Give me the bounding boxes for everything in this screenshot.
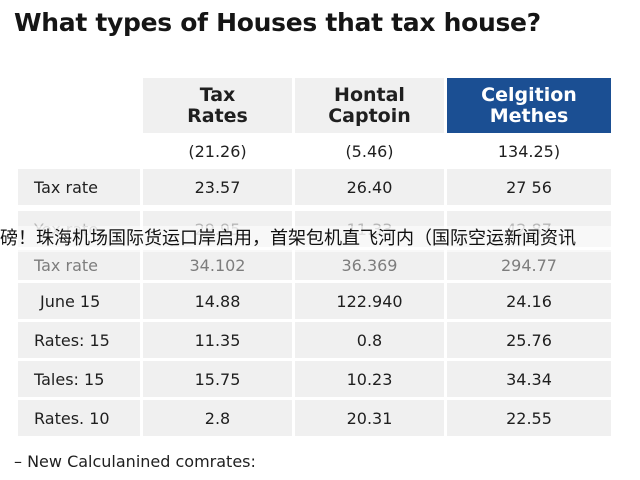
column-header-hontal-captoin: Hontal Captoin (295, 78, 444, 133)
news-ticker-overlay: 磅！珠海机场国际货运口岸启用，首架包机直飞河内（国际空运新闻资讯 (0, 226, 640, 252)
table-cell: 2.8 (143, 400, 292, 436)
table-cell: 294.77 (447, 250, 611, 280)
table-cell: 27 56 (447, 169, 611, 205)
header-line: Tax (199, 83, 236, 106)
header-line: Captoin (328, 104, 411, 127)
table-cell: 34.34 (447, 361, 611, 397)
row-label: Tax rate (18, 169, 140, 205)
table-cell: 122.940 (295, 283, 444, 319)
row-label: Tales: 15 (18, 361, 140, 397)
table-cell: 14.88 (143, 283, 292, 319)
header-corner (18, 78, 140, 133)
subheader-cell: 134.25) (447, 136, 611, 166)
table-cell: 20.31 (295, 400, 444, 436)
table-cell: 22.55 (447, 400, 611, 436)
table-cell: 26.40 (295, 169, 444, 205)
table-cell: 25.76 (447, 322, 611, 358)
table-cell: 23.57 (143, 169, 292, 205)
header-line: Celgition (481, 83, 577, 106)
tax-table: Tax Rates Hontal Captoin Celgition Methe… (18, 78, 612, 205)
table-cell: 15.75 (143, 361, 292, 397)
row-label: Rates. 10 (18, 400, 140, 436)
table-cell: 36.369 (295, 250, 444, 280)
subheader-cell: (5.46) (295, 136, 444, 166)
table-cell: 11.35 (143, 322, 292, 358)
row-label: June 15 (18, 283, 140, 319)
header-line: Rates (187, 104, 248, 127)
table-cell: 10.23 (295, 361, 444, 397)
row-label: Tax rate (18, 250, 140, 280)
header-line: Hontal (334, 83, 405, 106)
page-title: What types of Houses that tax house? (14, 8, 541, 37)
table-cell: 24.16 (447, 283, 611, 319)
header-line: Methes (489, 104, 569, 127)
table-cell: 0.8 (295, 322, 444, 358)
column-header-tax-rates: Tax Rates (143, 78, 292, 133)
table-cell: 34.102 (143, 250, 292, 280)
column-header-celgition-methes: Celgition Methes (447, 78, 611, 133)
subheader-cell (18, 136, 140, 166)
footnote: – New Calculanined comrates: (14, 452, 256, 471)
subheader-cell: (21.26) (143, 136, 292, 166)
row-label: Rates: 15 (18, 322, 140, 358)
